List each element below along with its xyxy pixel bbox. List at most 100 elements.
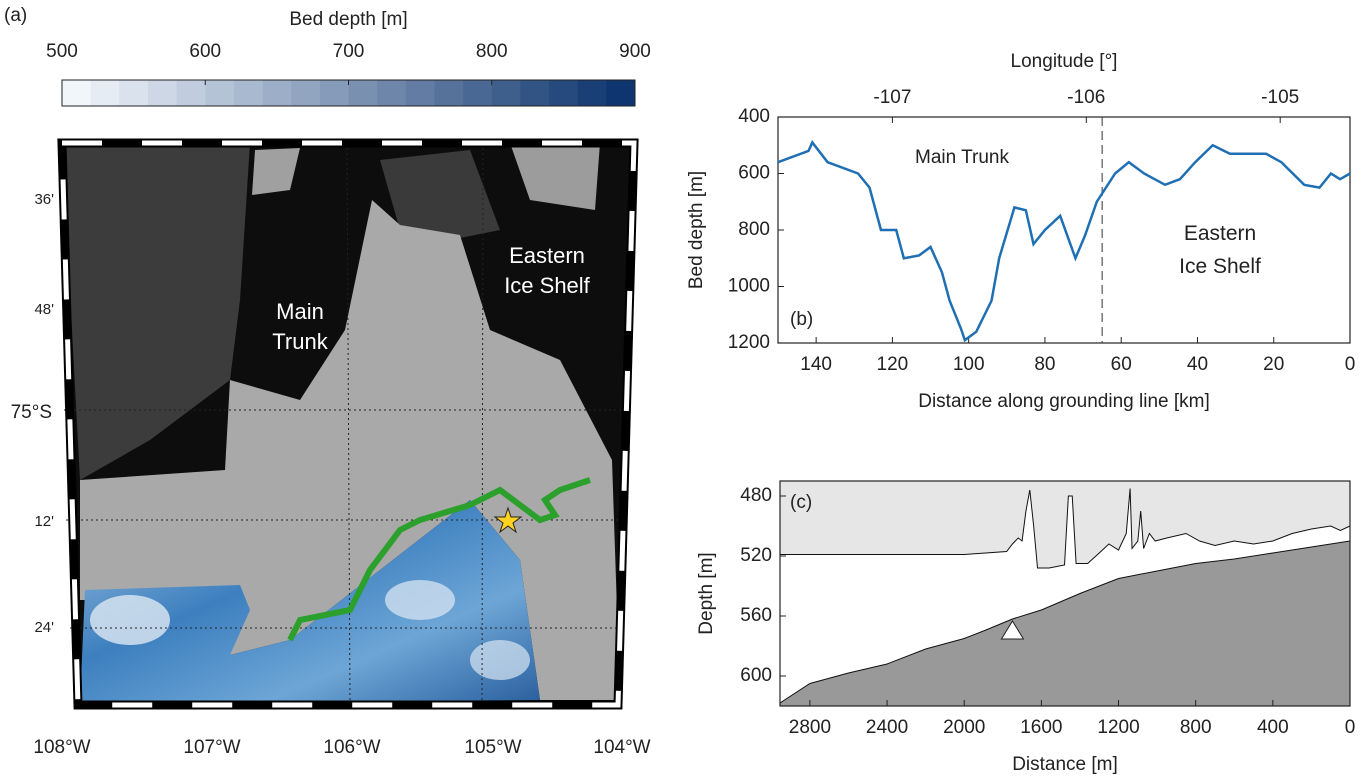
iceberg [252, 148, 300, 195]
y-tick-label: 1200 [728, 332, 770, 353]
colorbar-tick-label: 800 [476, 41, 508, 62]
map-frame-ticks [59, 140, 637, 708]
colorbar-step [577, 80, 607, 106]
colorbar-label: Bed depth [m] [289, 9, 407, 30]
map-annotation-line: Eastern [509, 243, 585, 268]
y-tick-label: 600 [740, 665, 772, 686]
x2-tick-label: -106 [1067, 87, 1105, 108]
y-tick-label: 600 [738, 163, 770, 184]
x-tick-label: 800 [1180, 717, 1212, 738]
x-tick-label: 0 [1345, 717, 1356, 738]
colorbar-step [491, 80, 521, 106]
map-annotation-line: Main [276, 299, 324, 324]
lon-label: 106°W [323, 737, 380, 758]
colorbar-step [90, 80, 120, 106]
map-image [57, 138, 639, 710]
iceberg [510, 143, 600, 210]
x-tick-label: 20 [1263, 354, 1284, 375]
bed-patch [90, 595, 170, 645]
y-tick-label: 400 [738, 106, 770, 127]
x-tick-label: 400 [1257, 717, 1289, 738]
x-tick-label: 0 [1345, 354, 1356, 375]
colorbar-tick-label: 700 [333, 41, 365, 62]
graticule-line [346, 142, 351, 706]
annotation-line: Ice Shelf [1179, 255, 1261, 278]
star-marker [493, 506, 523, 534]
map-annotation-line: Ice Shelf [504, 273, 590, 298]
x-tick-label: 2000 [943, 717, 985, 738]
data-line [777, 140, 1351, 343]
annotation-line: Main Trunk [915, 147, 1009, 168]
panel-label: (a) [4, 5, 27, 26]
x-axis-label: Distance along grounding line [km] [918, 391, 1210, 412]
bed-patch [470, 640, 530, 680]
y-tick-label: 800 [738, 219, 770, 240]
lat-label: 48' [34, 301, 54, 318]
colorbar-step [520, 80, 550, 106]
panel-a: (a) Bed depth [m] 500 600 700 800 900 108°W 107°… [4, 5, 651, 758]
colorbar-step [405, 80, 435, 106]
colorbar-tick-label: 900 [619, 41, 651, 62]
lat-label: 24' [34, 619, 54, 636]
x2-tick-label: -105 [1261, 87, 1299, 108]
colorbar-step [62, 80, 92, 106]
colorbar-step [233, 80, 264, 106]
graticule [64, 142, 628, 706]
lon-label: 107°W [183, 737, 240, 758]
colorbar-tick-label: 500 [46, 41, 78, 62]
y-tick-label: 480 [740, 485, 772, 506]
map-annotation: Eastern Ice Shelf [504, 243, 590, 298]
colorbar-step [463, 80, 493, 106]
bed-patch [385, 580, 455, 620]
y-tick-label: 520 [740, 545, 772, 566]
x-tick-label: 80 [1034, 354, 1055, 375]
y-axis-label: Depth [m] [696, 552, 717, 634]
sea-ice [380, 150, 500, 240]
colorbar-step [319, 80, 349, 106]
colorbar-step [291, 80, 321, 106]
x-tick-label: 120 [877, 354, 909, 375]
panel-label: (c) [790, 492, 812, 513]
grounding-line [287, 477, 591, 642]
x-tick-label: 1600 [1020, 717, 1062, 738]
colorbar-tick-label: 600 [189, 41, 221, 62]
triangle-marker [1000, 620, 1025, 640]
annotation: Eastern Ice Shelf [1179, 222, 1261, 278]
x-axis-label: Distance [m] [1012, 754, 1118, 775]
bed-depth-overlay [80, 500, 540, 703]
colorbar-step [434, 80, 464, 106]
x-tick-label: 1200 [1097, 717, 1139, 738]
data-line [780, 488, 1351, 569]
lat-label: 12' [34, 513, 54, 530]
y-axis-label: Bed depth [m] [686, 171, 707, 289]
x-tick-label: 2800 [789, 717, 831, 738]
map-annotation-line: Trunk [272, 329, 328, 354]
panel-label: (b) [790, 309, 813, 330]
colorbar-step [377, 80, 407, 106]
lon-label: 105°W [464, 737, 521, 758]
colorbar-step [205, 80, 235, 106]
sea-ice [62, 143, 250, 480]
colorbar-step [549, 80, 579, 106]
plot-frame [779, 480, 1351, 707]
x-tick-label: 60 [1111, 354, 1132, 375]
annotation: Main Trunk [915, 147, 1009, 168]
colorbar-step [262, 80, 292, 106]
x-tick-label: 140 [800, 354, 832, 375]
x-tick-label: 100 [953, 354, 985, 375]
colorbar-step [176, 80, 206, 106]
annotation-line: Eastern [1184, 222, 1256, 245]
colorbar-step [147, 80, 178, 106]
x-tick-label: 40 [1187, 354, 1208, 375]
panel-b: 140 120 100 80 60 40 20 040060080010001200Dista… [686, 51, 1355, 412]
area-fill [780, 541, 1350, 706]
area-fill [780, 481, 1350, 568]
lon-label: 104°W [593, 737, 650, 758]
map-annotation: Main Trunk [272, 299, 328, 354]
ice-shelf [80, 200, 620, 700]
y-tick-label: 1000 [728, 276, 770, 297]
lat-label: 75°S [11, 402, 52, 423]
colorbar-step [606, 80, 636, 106]
